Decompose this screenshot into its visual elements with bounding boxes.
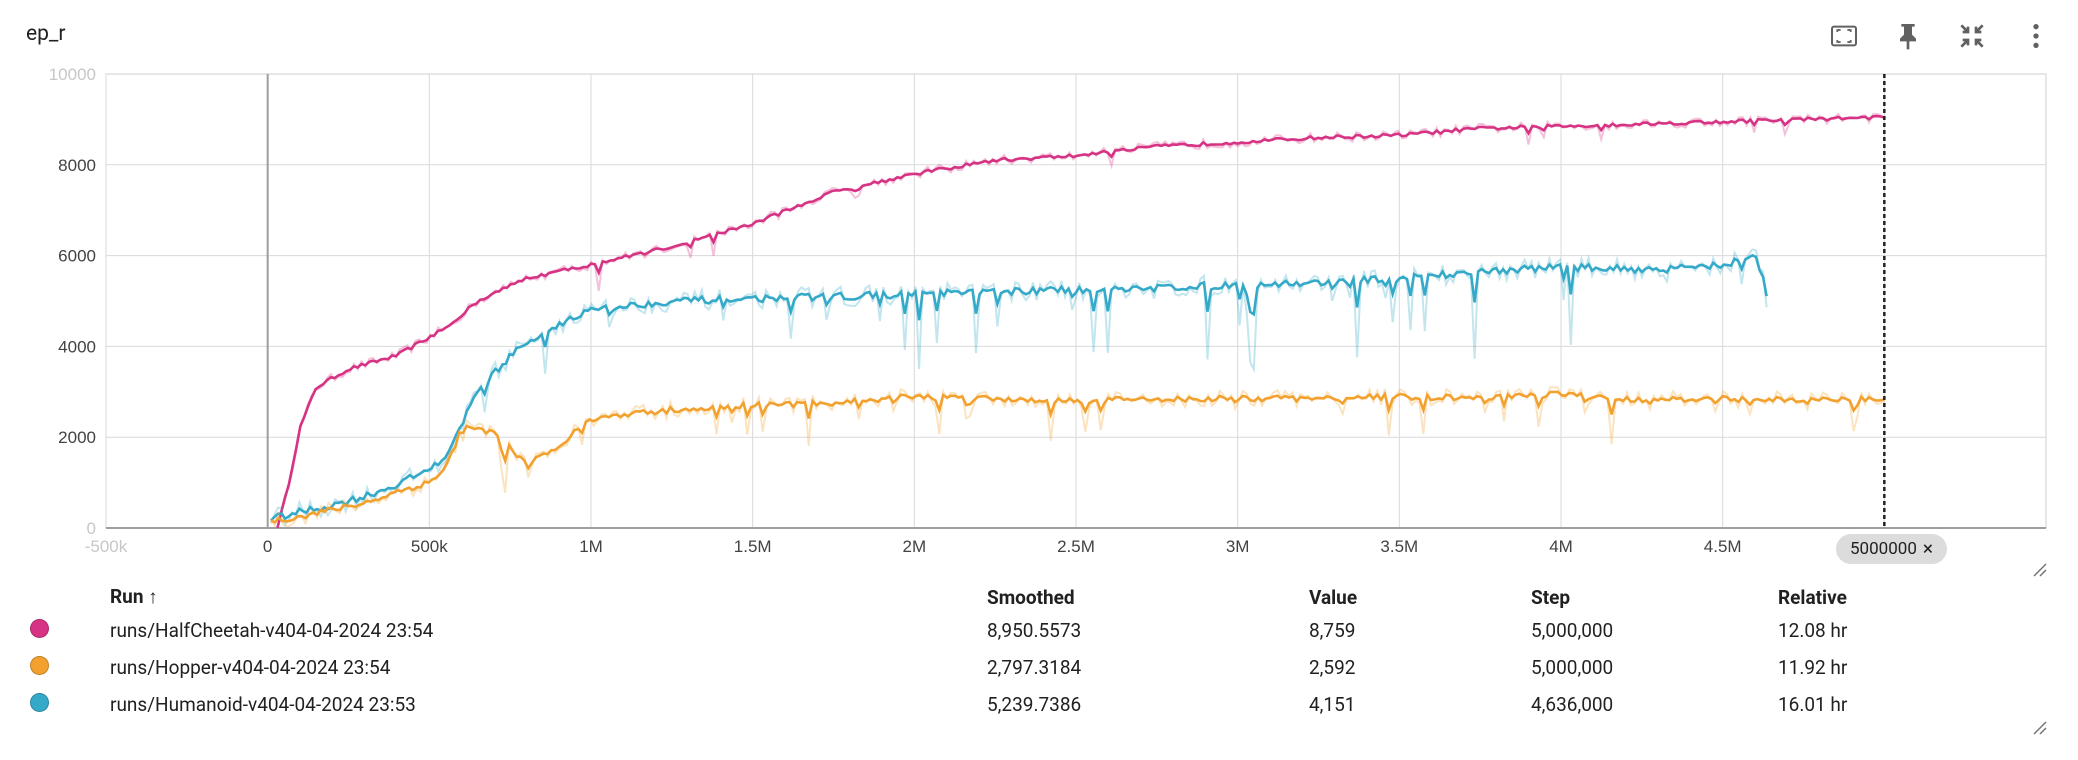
- more-options-button[interactable]: [2008, 14, 2064, 58]
- step-value: 4,636,000: [1531, 693, 1614, 716]
- step-value: 5,000,000: [1531, 656, 1614, 679]
- x-tick-label: -500k: [85, 537, 128, 556]
- color-column-header: [30, 582, 110, 612]
- smoothed-value: 5,239.7386: [987, 693, 1082, 716]
- x-tick-label: 1.5M: [734, 537, 772, 556]
- card-toolbar: [1816, 14, 2064, 58]
- collapse-icon: [1960, 24, 1984, 48]
- x-tick-label: 3M: [1226, 537, 1250, 556]
- x-tick-label: 3.5M: [1380, 537, 1418, 556]
- step-value: 5,000,000: [1531, 619, 1614, 642]
- series-smoothed-line: [269, 253, 1768, 522]
- raw-value: 8,759: [1309, 619, 1356, 642]
- resize-handle-icon[interactable]: [2030, 718, 2048, 736]
- x-tick-label: 1M: [579, 537, 603, 556]
- close-icon[interactable]: ×: [1922, 537, 1934, 560]
- table-row[interactable]: runs/Hopper-v404-04-2024 23:54 2,797.318…: [30, 649, 1998, 686]
- pin-button[interactable]: [1880, 14, 1936, 58]
- step-cursor-chip[interactable]: 5000000 ×: [1836, 534, 1948, 564]
- step-cursor-label: 5000000: [1850, 539, 1917, 559]
- x-tick-label: 2.5M: [1057, 537, 1095, 556]
- run-name: runs/HalfCheetah-v404-04-2024 23:54: [110, 619, 434, 642]
- more-vertical-icon: [2033, 24, 2039, 48]
- y-tick-label: 10000: [49, 66, 96, 84]
- run-column-header[interactable]: Run ↑: [110, 585, 158, 608]
- series-raw-line: [269, 248, 1768, 527]
- collapse-button[interactable]: [1944, 14, 2000, 58]
- step-column-header[interactable]: Step: [1531, 585, 1571, 609]
- relative-time: 16.01 hr: [1778, 693, 1848, 716]
- smoothed-value: 2,797.3184: [987, 656, 1082, 679]
- run-name: runs/Hopper-v404-04-2024 23:54: [110, 656, 391, 679]
- value-column-header[interactable]: Value: [1309, 585, 1358, 609]
- table-header-row: Run ↑ Smoothed Value Step Relative: [30, 582, 1998, 612]
- run-color-swatch[interactable]: [30, 655, 49, 675]
- y-tick-label: 8000: [58, 156, 96, 175]
- series-smoothed-line: [276, 114, 1885, 528]
- line-chart[interactable]: -500k0500k1M1.5M2M2.5M3M3.5M4M4.5M5M0200…: [0, 66, 2078, 556]
- x-tick-label: 0: [263, 537, 272, 556]
- run-color-swatch[interactable]: [30, 618, 49, 638]
- relative-time: 11.92 hr: [1778, 656, 1848, 679]
- x-tick-label: 4M: [1549, 537, 1573, 556]
- resize-handle-icon[interactable]: [2030, 560, 2048, 578]
- relative-column-header[interactable]: Relative: [1778, 585, 1847, 609]
- relative-time: 12.08 hr: [1778, 619, 1848, 642]
- runs-table: Run ↑ Smoothed Value Step Relative runs/…: [30, 582, 1998, 723]
- smoothed-value: 8,950.5573: [987, 619, 1082, 642]
- run-name: runs/Humanoid-v404-04-2024 23:53: [110, 693, 416, 716]
- run-color-swatch[interactable]: [30, 692, 49, 712]
- y-tick-label: 6000: [58, 247, 96, 266]
- fit-domain-button[interactable]: [1816, 14, 1872, 58]
- smoothed-column-header[interactable]: Smoothed: [987, 585, 1075, 609]
- table-row[interactable]: runs/Humanoid-v404-04-2024 23:53 5,239.7…: [30, 686, 1998, 723]
- table-row[interactable]: runs/HalfCheetah-v404-04-2024 23:54 8,95…: [30, 612, 1998, 649]
- y-tick-label: 0: [87, 519, 96, 538]
- x-tick-label: 500k: [411, 537, 448, 556]
- y-tick-label: 4000: [58, 337, 96, 356]
- series-smoothed-line: [270, 390, 1885, 525]
- x-tick-label: 4.5M: [1704, 537, 1742, 556]
- y-tick-label: 2000: [58, 428, 96, 447]
- pin-icon: [1900, 24, 1916, 50]
- x-tick-label: 2M: [903, 537, 927, 556]
- raw-value: 2,592: [1309, 656, 1356, 679]
- card-title: ep_r: [26, 22, 66, 46]
- fit-screen-icon: [1831, 25, 1857, 47]
- raw-value: 4,151: [1309, 693, 1356, 716]
